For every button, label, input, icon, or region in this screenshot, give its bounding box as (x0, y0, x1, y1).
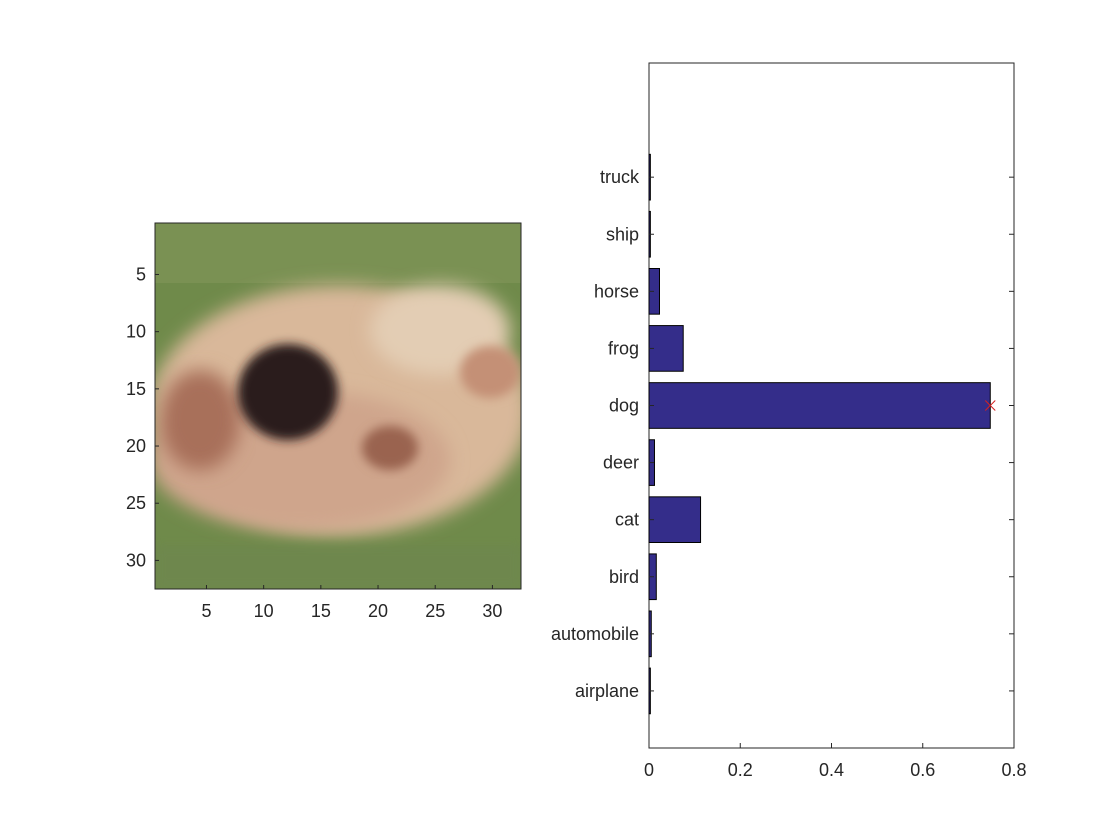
marker-stroke-b (984, 400, 996, 411)
category-label-dog: dog (609, 396, 639, 416)
category-label-deer: deer (603, 453, 639, 473)
image-x-tick-label: 15 (311, 601, 331, 621)
image-x-tick-label: 25 (425, 601, 445, 621)
category-label-airplane: airplane (575, 681, 639, 701)
value-tick-label: 0.6 (910, 760, 935, 780)
bars (648, 153, 991, 715)
image-y-tick-label: 20 (126, 436, 146, 456)
image-x-tick-label: 5 (201, 601, 211, 621)
category-label-cat: cat (615, 510, 639, 530)
probability-bar-chart: airplane automobile bird cat deer dog frog hors… (551, 62, 1027, 780)
category-label-truck: truck (600, 167, 640, 187)
image-y-tick-label: 5 (136, 264, 146, 284)
value-ticks: 0 0.2 0.4 0.6 0.8 (644, 743, 1027, 780)
image-y-ticks: 5 10 15 20 25 30 (126, 264, 159, 570)
image-y-tick-label: 30 (126, 550, 146, 570)
image-x-tick-label: 20 (368, 601, 388, 621)
category-label-frog: frog (608, 338, 639, 358)
category-label-ship: ship (606, 224, 639, 244)
image-x-ticks: 5 10 15 20 25 30 (201, 585, 502, 621)
image-axes: 5 10 15 20 25 30 5 10 15 20 25 30 (126, 222, 522, 621)
value-tick-label: 0 (644, 760, 654, 780)
image-y-tick-label: 25 (126, 493, 146, 513)
dog-image (155, 223, 521, 589)
value-tick-label: 0.8 (1001, 760, 1026, 780)
image-x-tick-label: 10 (254, 601, 274, 621)
image-x-tick-label: 30 (482, 601, 502, 621)
bar-frog (648, 325, 684, 372)
category-label-automobile: automobile (551, 624, 639, 644)
bar-cat (648, 496, 702, 544)
image-y-tick-label: 10 (126, 322, 146, 342)
bar-dog (648, 382, 991, 429)
value-tick-label: 0.4 (819, 760, 844, 780)
image-axes-box (154, 222, 522, 590)
category-label-bird: bird (609, 567, 639, 587)
prediction-marker (984, 400, 996, 411)
image-y-tick-label: 15 (126, 379, 146, 399)
category-label-horse: horse (594, 281, 639, 301)
value-tick-label: 0.2 (728, 760, 753, 780)
category-ticks: airplane automobile bird cat deer dog frog hors… (551, 167, 1014, 701)
